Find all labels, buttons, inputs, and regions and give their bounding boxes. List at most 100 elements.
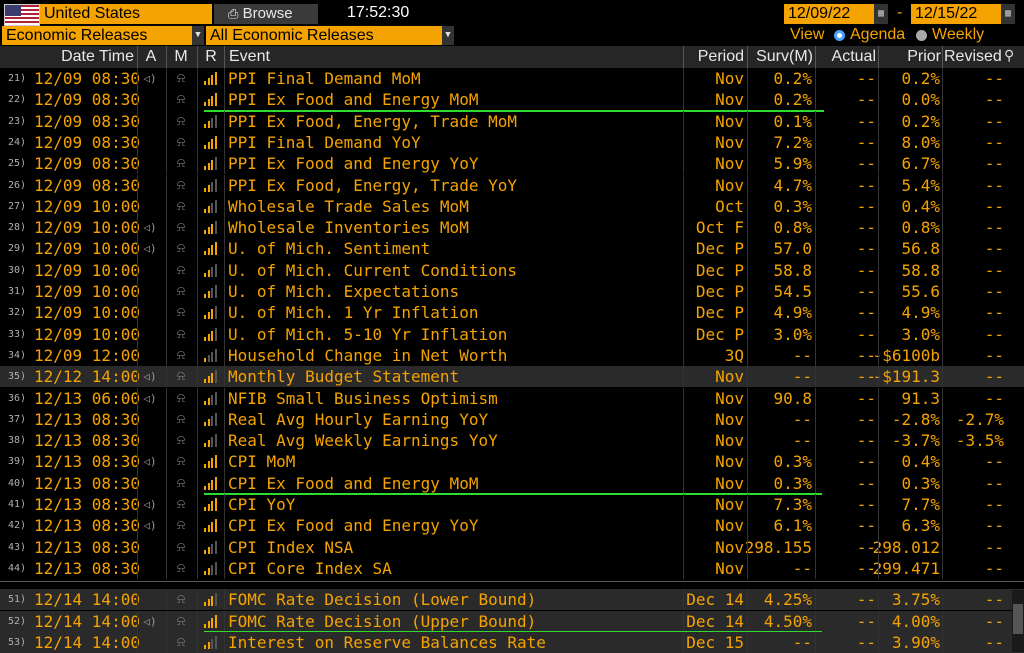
table-row[interactable]: 21) 12/09 08:30 ◁) ⍾ PPI Final Demand MoM Nov… xyxy=(0,68,1024,90)
event-name[interactable]: Household Change in Net Worth xyxy=(228,345,508,365)
speaker-icon[interactable]: ◁) xyxy=(143,370,157,384)
bell-icon[interactable]: ⍾ xyxy=(176,156,186,172)
event-name[interactable]: CPI Ex Food and Energy MoM xyxy=(228,473,479,493)
speaker-icon[interactable]: ◁) xyxy=(143,391,157,405)
calendar-icon[interactable]: ▦ xyxy=(1001,4,1015,24)
bell-icon[interactable]: ⍾ xyxy=(176,592,186,608)
bell-icon[interactable]: ⍾ xyxy=(176,241,186,257)
event-name[interactable]: U. of Mich. 5-10 Yr Inflation xyxy=(228,324,508,344)
event-name[interactable]: U. of Mich. Expectations xyxy=(228,282,460,301)
speaker-icon[interactable]: ◁) xyxy=(143,72,157,85)
bell-icon[interactable]: ⍾ xyxy=(176,560,186,576)
event-name[interactable]: PPI Ex Food, Energy, Trade MoM xyxy=(228,111,517,131)
bell-icon[interactable]: ⍾ xyxy=(176,198,186,214)
table-row[interactable]: 35) 12/12 14:00 ◁) ⍾ Monthly Budget Statemen… xyxy=(0,366,1024,388)
col-surv[interactable]: Surv(M) xyxy=(756,48,813,65)
bell-icon[interactable]: ⍾ xyxy=(176,113,186,129)
event-name[interactable]: PPI Ex Food, Energy, Trade YoY xyxy=(228,175,517,195)
event-name[interactable]: U. of Mich. 1 Yr Inflation xyxy=(228,303,479,323)
event-name[interactable]: Interest on Reserve Balances Rate xyxy=(228,632,546,652)
table-row[interactable]: 40) 12/13 08:30 ⍾ CPI Ex Food and Energy Mo… xyxy=(0,472,1024,494)
event-name[interactable]: Wholesale Trade Sales MoM xyxy=(228,196,469,216)
table-row[interactable]: 44) 12/13 08:30 ⍾ CPI Core Index SA Nov -- -- 2… xyxy=(0,557,1024,580)
table-row[interactable]: 34) 12/09 12:00 ⍾ Household Change in Net W… xyxy=(0,344,1024,367)
table-row[interactable]: 24) 12/09 08:30 ⍾ PPI Final Demand YoY Nov 7.… xyxy=(0,131,1024,154)
country-field[interactable]: United States xyxy=(40,4,212,24)
bell-icon[interactable]: ⍾ xyxy=(176,220,186,236)
agenda-radio[interactable] xyxy=(834,30,845,41)
bell-icon[interactable]: ⍾ xyxy=(176,262,186,278)
table-row[interactable]: 39) 12/13 08:30 ◁) ⍾ CPI MoM Nov 0.3% -- 0.4% -- xyxy=(0,451,1024,473)
col-period[interactable]: Period xyxy=(697,48,744,65)
event-name[interactable]: U. of Mich. Sentiment xyxy=(228,239,431,259)
col-actual[interactable]: Actual xyxy=(831,48,876,65)
scrollbar[interactable] xyxy=(1012,590,1024,652)
event-name[interactable]: CPI Core Index SA xyxy=(228,558,392,578)
event-name[interactable]: U. of Mich. Current Conditions xyxy=(228,260,517,280)
table-row[interactable]: 22) 12/09 08:30 ⍾ PPI Ex Food and Energy Mo… xyxy=(0,89,1024,111)
speaker-icon[interactable]: ◁) xyxy=(143,221,157,235)
bell-icon[interactable]: ⍾ xyxy=(176,177,186,193)
table-row[interactable]: 43) 12/13 08:30 ⍾ CPI Index NSA Nov 298.155 --… xyxy=(0,536,1024,558)
event-name[interactable]: NFIB Small Business Optimism xyxy=(228,388,498,408)
event-name[interactable]: PPI Final Demand MoM xyxy=(228,69,421,88)
table-row[interactable]: 52) 12/14 14:00 ◁) ⍾ FOMC Rate Decision (Upp… xyxy=(0,610,1024,632)
bell-icon[interactable]: ⍾ xyxy=(176,284,186,299)
release-filter-select[interactable]: All Economic Releases xyxy=(206,26,442,45)
event-name[interactable]: PPI Final Demand YoY xyxy=(228,132,421,152)
bell-icon[interactable]: ⍾ xyxy=(176,326,186,342)
table-row[interactable]: 28) 12/09 10:00 ◁) ⍾ Wholesale Inventories M… xyxy=(0,217,1024,239)
table-row[interactable]: 31) 12/09 10:00 ⍾ U. of Mich. Expectations D… xyxy=(0,281,1024,303)
table-row[interactable]: 30) 12/09 10:00 ⍾ U. of Mich. Current Condi… xyxy=(0,259,1024,281)
speaker-icon[interactable]: ◁) xyxy=(143,614,157,628)
table-row[interactable]: 33) 12/09 10:00 ⍾ U. of Mich. 5-10 Yr Infla… xyxy=(0,323,1024,345)
table-row[interactable]: 37) 12/13 08:30 ⍾ Real Avg Hourly Earning Y… xyxy=(0,408,1024,431)
browse-button[interactable]: ⎙ Browse xyxy=(214,4,318,24)
end-date-field[interactable]: 12/15/22 xyxy=(911,4,1001,24)
table-row[interactable]: 29) 12/09 10:00 ◁) ⍾ U. of Mich. Sentiment De… xyxy=(0,238,1024,260)
bell-icon[interactable]: ⍾ xyxy=(176,497,186,512)
event-name[interactable]: Real Avg Weekly Earnings YoY xyxy=(228,431,498,451)
chevron-down-icon[interactable]: ▼ xyxy=(442,26,454,45)
category-select[interactable]: Economic Releases xyxy=(2,26,192,45)
col-monitor[interactable]: M xyxy=(174,48,188,65)
table-row[interactable]: 51) 12/14 14:00 ⍾ FOMC Rate Decision (Lower… xyxy=(0,589,1024,611)
event-name[interactable]: CPI YoY xyxy=(228,495,296,514)
table-row[interactable]: 36) 12/13 06:00 ◁) ⍾ NFIB Small Business Opt… xyxy=(0,387,1024,409)
bell-icon[interactable]: ⍾ xyxy=(176,305,186,321)
bell-icon[interactable]: ⍾ xyxy=(176,369,186,385)
bell-icon[interactable]: ⍾ xyxy=(176,539,186,555)
bell-icon[interactable]: ⍾ xyxy=(176,475,186,491)
bell-icon[interactable]: ⍾ xyxy=(176,634,186,650)
table-row[interactable]: 41) 12/13 08:30 ◁) ⍾ CPI YoY Nov 7.3% -- 7.7% -- xyxy=(0,494,1024,516)
table-row[interactable]: 32) 12/09 10:00 ⍾ U. of Mich. 1 Yr Inflatio… xyxy=(0,302,1024,324)
start-date-field[interactable]: 12/09/22 xyxy=(784,4,874,24)
bell-icon[interactable]: ⍾ xyxy=(176,433,186,449)
table-row[interactable]: 23) 12/09 08:30 ⍾ PPI Ex Food, Energy, Trad… xyxy=(0,110,1024,132)
col-datetime[interactable]: Date Time xyxy=(61,48,134,65)
calendar-icon[interactable]: ▦ xyxy=(874,4,888,24)
col-revised[interactable]: Revised xyxy=(944,48,1002,65)
col-alert[interactable]: A xyxy=(145,48,157,65)
speaker-icon[interactable]: ◁) xyxy=(143,455,157,469)
bell-icon[interactable]: ⍾ xyxy=(176,134,186,150)
speaker-icon[interactable]: ◁) xyxy=(143,242,157,256)
weekly-label[interactable]: Weekly xyxy=(932,26,985,43)
event-name[interactable]: Real Avg Hourly Earning YoY xyxy=(228,409,489,429)
chevron-down-icon[interactable]: ▼ xyxy=(192,26,204,45)
table-row[interactable]: 27) 12/09 10:00 ⍾ Wholesale Trade Sales MoM… xyxy=(0,195,1024,218)
col-event[interactable]: Event xyxy=(229,48,270,65)
weekly-radio[interactable] xyxy=(916,30,927,41)
event-name[interactable]: FOMC Rate Decision (Upper Bound) xyxy=(228,611,537,631)
event-name[interactable]: CPI MoM xyxy=(228,452,296,472)
event-name[interactable]: Monthly Budget Statement xyxy=(228,367,460,387)
bell-icon[interactable]: ⍾ xyxy=(176,92,186,108)
table-row[interactable]: 53) 12/14 14:00 ⍾ Interest on Reserve Balan… xyxy=(0,631,1024,653)
event-name[interactable]: Wholesale Inventories MoM xyxy=(228,218,469,238)
event-name[interactable]: CPI Ex Food and Energy YoY xyxy=(228,516,479,536)
bell-icon[interactable]: ⍾ xyxy=(176,454,186,470)
col-relevance[interactable]: R xyxy=(205,48,217,65)
bell-icon[interactable]: ⍾ xyxy=(176,518,186,534)
event-name[interactable]: CPI Index NSA xyxy=(228,537,354,557)
event-name[interactable]: PPI Ex Food and Energy YoY xyxy=(228,154,479,174)
